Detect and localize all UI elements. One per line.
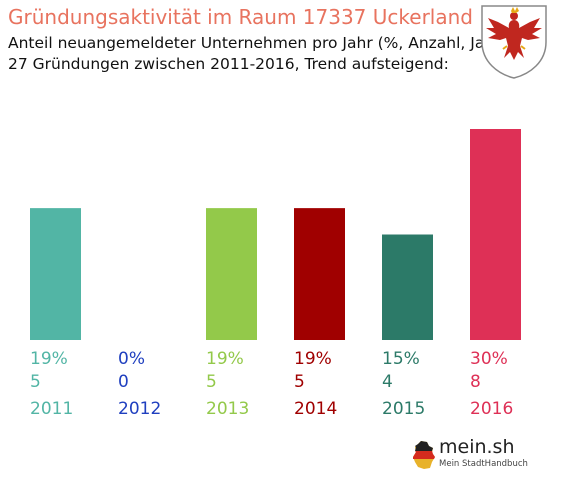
brandenburg-eagle-crest-icon bbox=[481, 5, 547, 79]
bar-2015 bbox=[382, 234, 433, 340]
percent-label-2016: 30% bbox=[470, 349, 508, 369]
percent-label-2012: 0% bbox=[118, 349, 145, 369]
percent-label-2015: 15% bbox=[382, 349, 420, 369]
count-label-2012: 0 bbox=[118, 372, 129, 392]
count-label-2013: 5 bbox=[206, 372, 217, 392]
count-label-2015: 4 bbox=[382, 372, 393, 392]
count-label-2014: 5 bbox=[294, 372, 305, 392]
bar-2013 bbox=[206, 208, 257, 340]
bar-2011 bbox=[30, 208, 81, 340]
chart-title: Gründungsaktivität im Raum 17337 Uckerla… bbox=[8, 5, 473, 29]
year-label-2014: 2014 bbox=[294, 399, 337, 419]
year-label-2011: 2011 bbox=[30, 399, 73, 419]
count-label-2016: 8 bbox=[470, 372, 481, 392]
chart-subtitle-line-1: Anteil neuangemeldeter Unternehmen pro J… bbox=[8, 34, 507, 52]
year-label-2012: 2012 bbox=[118, 399, 161, 419]
germany-map-icon bbox=[413, 441, 435, 469]
year-label-2013: 2013 bbox=[206, 399, 249, 419]
chart-subtitle-line-2: 27 Gründungen zwischen 2011-2016, Trend … bbox=[8, 55, 449, 73]
percent-label-2013: 19% bbox=[206, 349, 244, 369]
mein-sh-logo: mein.sh Mein StadtHandbuch bbox=[412, 436, 530, 476]
logo-tagline: Mein StadtHandbuch bbox=[439, 459, 528, 469]
bar-2014 bbox=[294, 208, 345, 340]
logo-name: mein.sh bbox=[439, 436, 515, 458]
year-label-2016: 2016 bbox=[470, 399, 513, 419]
percent-label-2014: 19% bbox=[294, 349, 332, 369]
year-label-2015: 2015 bbox=[382, 399, 425, 419]
count-label-2011: 5 bbox=[30, 372, 41, 392]
bar-2016 bbox=[470, 129, 521, 340]
percent-label-2011: 19% bbox=[30, 349, 68, 369]
